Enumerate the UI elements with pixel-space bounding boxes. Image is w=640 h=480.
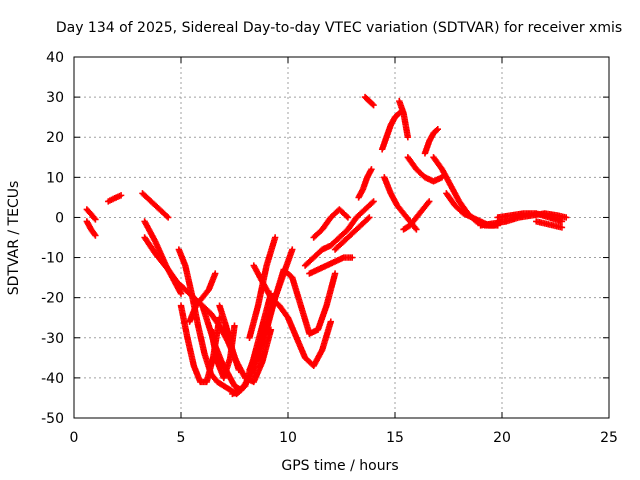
data-point-marker xyxy=(369,199,376,206)
series-track-18 xyxy=(310,206,352,241)
series-track-26 xyxy=(400,198,433,233)
data-point-marker xyxy=(91,231,98,238)
y-axis-title: SDTVAR / TECUs xyxy=(6,181,22,296)
y-tick-label: 40 xyxy=(46,50,64,66)
data-point-marker xyxy=(369,100,376,108)
data-point-marker xyxy=(404,134,412,141)
series-track-32 xyxy=(494,210,566,225)
y-tick-label: -10 xyxy=(41,251,64,267)
data-point-marker xyxy=(558,218,566,225)
data-point-marker xyxy=(433,127,440,134)
x-tick-label: 20 xyxy=(493,430,511,446)
data-point-marker xyxy=(370,198,377,205)
series-track-16 xyxy=(250,262,334,370)
data-point-marker xyxy=(164,214,172,221)
data-point-marker xyxy=(235,366,242,374)
series-track-22 xyxy=(361,93,377,109)
data-point-marker xyxy=(271,234,279,241)
y-tick-label: -20 xyxy=(41,291,64,307)
x-tick-label: 15 xyxy=(386,430,404,446)
data-point-marker xyxy=(368,166,375,173)
plot-area-border xyxy=(73,56,610,419)
series-track-23 xyxy=(378,109,403,153)
series-track-20 xyxy=(331,214,373,253)
data-point-marker xyxy=(163,213,171,220)
y-tick-label: -30 xyxy=(41,331,64,347)
data-point-marker xyxy=(92,216,99,223)
series-track-09 xyxy=(186,270,219,325)
data-point-marker xyxy=(349,254,356,261)
series-track-27 xyxy=(404,154,446,185)
series-track-06 xyxy=(141,218,185,297)
data-point-marker xyxy=(366,214,373,221)
y-tick-label: 20 xyxy=(46,130,64,146)
x-tick-label: 0 xyxy=(70,430,79,446)
x-tick-label: 10 xyxy=(279,430,297,446)
series-track-04 xyxy=(139,190,172,221)
data-point-marker xyxy=(331,270,339,277)
series-track-25 xyxy=(381,174,420,233)
data-point-marker xyxy=(343,213,350,220)
y-tick-label: 0 xyxy=(55,210,64,226)
series-track-03 xyxy=(105,192,125,205)
series-track-24 xyxy=(396,97,412,141)
data-point-marker xyxy=(426,198,433,205)
data-point-marker xyxy=(92,232,99,239)
data-marks xyxy=(83,93,570,398)
series-track-17 xyxy=(301,198,377,269)
data-point-marker xyxy=(289,246,296,253)
series-track-02 xyxy=(83,218,99,239)
axis-ticks: 0 5 10 15 20 25 40 30 20 10 0 -10 -20 -30 -40 -50 xyxy=(41,50,618,446)
data-point-marker xyxy=(231,322,238,329)
series-track-01 xyxy=(83,206,99,223)
series-track-33 xyxy=(533,218,566,231)
x-axis-title: GPS time / hours xyxy=(281,458,398,474)
series-track-19 xyxy=(306,254,356,277)
data-point-marker xyxy=(395,110,402,118)
y-tick-label: -40 xyxy=(41,371,64,387)
data-point-marker xyxy=(91,214,98,222)
series-track-12 xyxy=(216,302,242,374)
data-point-marker xyxy=(212,270,219,277)
series-track-14 xyxy=(246,266,339,374)
data-point-marker xyxy=(563,214,570,221)
data-point-marker xyxy=(370,101,377,109)
data-point-marker xyxy=(413,226,420,233)
series-track-21 xyxy=(355,166,375,201)
data-point-marker xyxy=(364,215,372,222)
data-point-marker xyxy=(117,192,125,199)
chart-title: Day 134 of 2025, Sidereal Day-to-day VTE… xyxy=(56,20,622,36)
y-tick-label: 10 xyxy=(46,170,64,186)
data-point-marker xyxy=(177,290,185,297)
data-point-marker xyxy=(344,214,352,221)
series-track-28 xyxy=(421,126,441,157)
data-point-marker xyxy=(434,126,441,133)
data-point-marker xyxy=(327,318,334,325)
y-tick-label: -50 xyxy=(41,411,64,427)
x-tick-label: 5 xyxy=(177,430,186,446)
x-tick-label: 25 xyxy=(600,430,618,446)
y-tick-label: 30 xyxy=(46,90,64,106)
data-point-marker xyxy=(558,224,566,231)
